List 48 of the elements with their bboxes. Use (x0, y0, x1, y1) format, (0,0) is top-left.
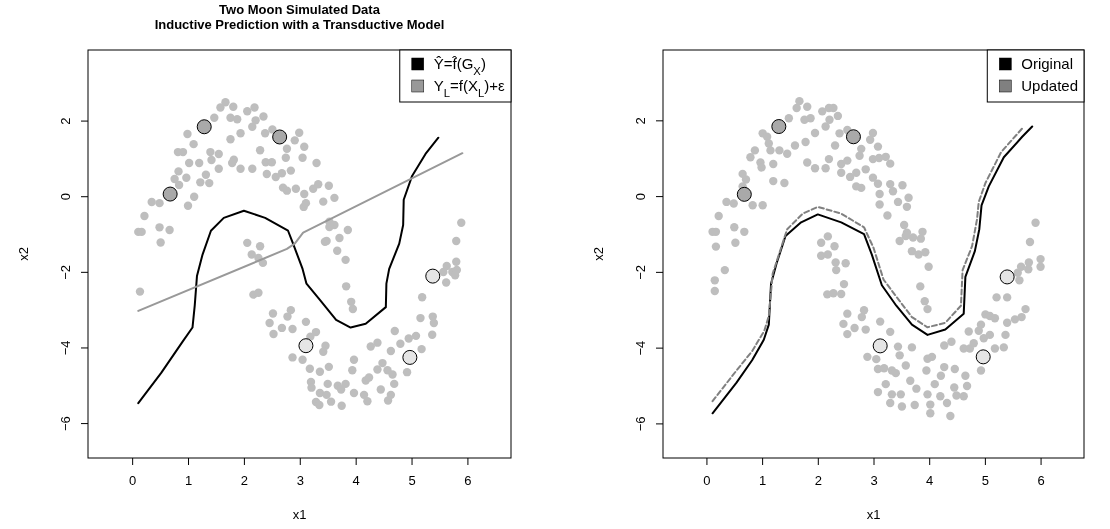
x-tick-label: 4 (926, 472, 934, 488)
y-tick-label: −2 (633, 264, 648, 280)
point (162, 186, 178, 202)
point (872, 338, 888, 354)
x-tick-label: 4 (352, 472, 360, 488)
legend-label: Ŷ=f̂(G$_{X}$) (433, 55, 486, 77)
x-tick-label: 2 (814, 472, 822, 488)
point (771, 119, 787, 135)
x-tick-label: 6 (1037, 472, 1045, 488)
x-axis-title: x1 (866, 507, 881, 522)
line-series (137, 136, 440, 405)
legend-label: Updated (1021, 77, 1078, 94)
point (999, 269, 1015, 285)
point (845, 129, 861, 145)
x-tick-label: 3 (296, 472, 304, 488)
y-tick-label: −2 (58, 264, 73, 280)
x-tick-label: 3 (870, 472, 878, 488)
x-tick-label: 5 (408, 472, 416, 488)
legend-label: Original (1021, 55, 1073, 72)
chart-title: Two Moon Simulated Data (219, 2, 381, 17)
y-tick-label: 2 (58, 117, 73, 125)
x-tick-label: 6 (464, 472, 472, 488)
y-tick-label: 2 (633, 117, 648, 125)
point (298, 338, 314, 354)
line-series (137, 152, 464, 312)
y-axis-title: x2 (591, 247, 606, 261)
legend-label: Y$_{L}$=f(X$_{L}$)+ε (433, 77, 505, 99)
x-tick-label: 0 (703, 472, 711, 488)
point (975, 349, 991, 365)
point (196, 119, 212, 135)
y-tick-label: −6 (58, 416, 73, 431)
point (272, 129, 288, 145)
point (402, 349, 418, 365)
x-tick-label: 0 (129, 472, 137, 488)
y-tick-label: 0 (58, 193, 73, 201)
x-tick-label: 1 (759, 472, 767, 488)
y-tick-label: −6 (633, 416, 648, 432)
y-axis-title: x2 (16, 247, 31, 261)
y-tick-label: 0 (633, 192, 648, 201)
x-tick-label: 5 (981, 472, 989, 488)
point (425, 268, 441, 284)
point (736, 186, 752, 202)
chart-subtitle: Inductive Prediction with a Transductive Model (154, 17, 445, 32)
x-axis-title: x1 (292, 507, 307, 522)
y-tick-label: −4 (58, 340, 73, 356)
x-tick-label: 1 (184, 472, 193, 488)
y-tick-label: −4 (633, 340, 648, 356)
x-tick-label: 2 (240, 472, 249, 488)
